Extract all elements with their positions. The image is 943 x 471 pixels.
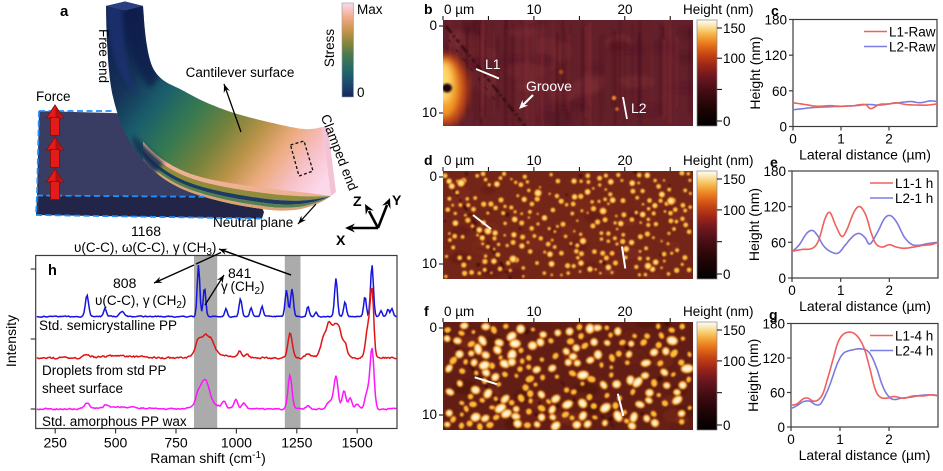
svg-text:Height (nm): Height (nm): [746, 188, 762, 261]
svg-text:0 µm: 0 µm: [444, 304, 474, 319]
svg-text:10: 10: [526, 153, 541, 168]
svg-text:100: 100: [723, 51, 746, 66]
svg-text:0: 0: [429, 18, 437, 33]
svg-text:h: h: [48, 263, 57, 279]
svg-text:0: 0: [723, 267, 731, 282]
svg-text:Cantilever surface: Cantilever surface: [186, 65, 295, 80]
svg-text:e: e: [770, 154, 778, 170]
svg-text:Lateral distance (µm): Lateral distance (µm): [799, 298, 931, 314]
svg-text:Z: Z: [353, 193, 362, 209]
svg-text:250: 250: [44, 435, 68, 451]
svg-text:L1-Raw: L1-Raw: [889, 25, 936, 40]
svg-text:10: 10: [422, 407, 437, 422]
svg-text:g: g: [769, 307, 778, 323]
svg-text:Groove: Groove: [526, 78, 572, 94]
svg-text:1000: 1000: [221, 435, 252, 451]
svg-text:υ(C-C), ω(C-C), γ (CH3): υ(C-C), ω(C-C), γ (CH3): [74, 240, 216, 258]
svg-text:60: 60: [772, 84, 787, 99]
svg-text:808: 808: [113, 275, 137, 291]
svg-text:Force: Force: [36, 89, 71, 104]
svg-text:Lateral distance (µm): Lateral distance (µm): [799, 447, 931, 463]
svg-text:X: X: [336, 232, 346, 248]
svg-text:10: 10: [422, 256, 437, 271]
svg-text:841: 841: [228, 265, 252, 281]
svg-text:120: 120: [763, 200, 786, 215]
svg-text:Std. semicrystalline PP: Std. semicrystalline PP: [39, 318, 177, 333]
svg-text:a: a: [60, 3, 69, 20]
svg-text:60: 60: [771, 235, 786, 250]
svg-text:180: 180: [763, 164, 786, 179]
svg-text:10: 10: [526, 304, 541, 319]
svg-text:Neutral plane: Neutral plane: [213, 215, 293, 230]
svg-text:1500: 1500: [342, 435, 373, 451]
svg-text:180: 180: [762, 317, 785, 332]
svg-text:1: 1: [837, 132, 845, 147]
svg-text:2: 2: [885, 432, 893, 447]
svg-text:750: 750: [164, 435, 188, 451]
svg-text:Height (nm): Height (nm): [747, 36, 763, 109]
svg-text:0: 0: [789, 132, 797, 147]
svg-text:0: 0: [429, 169, 437, 184]
svg-text:Raman shift (cm-1): Raman shift (cm-1): [150, 450, 266, 467]
svg-text:γ (CH2): γ (CH2): [221, 279, 265, 297]
svg-text:150: 150: [723, 323, 746, 338]
svg-text:20: 20: [617, 304, 632, 319]
svg-text:Height (nm): Height (nm): [683, 2, 754, 17]
svg-text:c: c: [771, 3, 779, 19]
svg-text:500: 500: [104, 435, 128, 451]
svg-text:0: 0: [723, 114, 731, 129]
svg-text:1: 1: [837, 283, 845, 298]
svg-text:L1: L1: [485, 56, 501, 72]
svg-text:1168: 1168: [131, 223, 161, 239]
svg-text:100: 100: [723, 354, 746, 369]
svg-text:60: 60: [770, 386, 785, 401]
svg-text:0: 0: [777, 420, 785, 435]
svg-text:100: 100: [723, 203, 746, 218]
svg-text:Stress: Stress: [322, 29, 337, 68]
svg-text:L2: L2: [631, 100, 647, 116]
svg-text:120: 120: [762, 351, 785, 366]
svg-text:0: 0: [429, 320, 437, 335]
svg-text:120: 120: [764, 48, 787, 63]
svg-text:10: 10: [422, 105, 437, 120]
svg-text:Height (nm): Height (nm): [683, 153, 754, 168]
svg-text:0: 0: [779, 120, 787, 135]
svg-text:10: 10: [526, 2, 541, 17]
svg-text:0 µm: 0 µm: [444, 153, 474, 168]
svg-text:Y: Y: [392, 192, 402, 208]
svg-text:Std. amorphous PP wax: Std. amorphous PP wax: [42, 414, 187, 429]
svg-text:Max: Max: [357, 2, 383, 17]
svg-text:150: 150: [723, 21, 746, 36]
svg-text:L2-Raw: L2-Raw: [889, 40, 936, 55]
svg-text:20: 20: [617, 2, 632, 17]
svg-text:150: 150: [723, 172, 746, 187]
svg-text:2: 2: [886, 283, 894, 298]
svg-text:0: 0: [787, 432, 795, 447]
svg-text:180: 180: [764, 13, 787, 28]
svg-text:Free end: Free end: [96, 29, 111, 83]
svg-text:0: 0: [723, 418, 731, 433]
svg-text:L2-1 h: L2-1 h: [895, 191, 933, 206]
svg-text:Height (nm): Height (nm): [745, 339, 761, 412]
svg-text:0 µm: 0 µm: [444, 2, 474, 17]
svg-text:L2-4 h: L2-4 h: [895, 344, 933, 359]
svg-text:Lateral distance (µm): Lateral distance (µm): [799, 147, 931, 163]
svg-text:d: d: [424, 152, 433, 168]
svg-text:0: 0: [788, 283, 796, 298]
svg-text:f: f: [424, 303, 429, 319]
svg-text:Droplets from std PP: Droplets from std PP: [42, 363, 167, 378]
svg-text:1250: 1250: [281, 435, 312, 451]
svg-text:b: b: [424, 1, 433, 17]
svg-text:Height (nm): Height (nm): [683, 304, 754, 319]
svg-text:L1-4 h: L1-4 h: [895, 329, 933, 344]
svg-text:20: 20: [617, 153, 632, 168]
svg-text:0: 0: [778, 271, 786, 286]
svg-text:Intensity: Intensity: [3, 315, 19, 367]
svg-text:sheet surface: sheet surface: [42, 381, 123, 396]
svg-text:1: 1: [836, 432, 844, 447]
svg-text:2: 2: [885, 132, 893, 147]
svg-text:υ(C-C), γ (CH2): υ(C-C), γ (CH2): [95, 293, 186, 311]
svg-text:L1-1 h: L1-1 h: [895, 176, 933, 191]
svg-text:0: 0: [357, 85, 365, 100]
